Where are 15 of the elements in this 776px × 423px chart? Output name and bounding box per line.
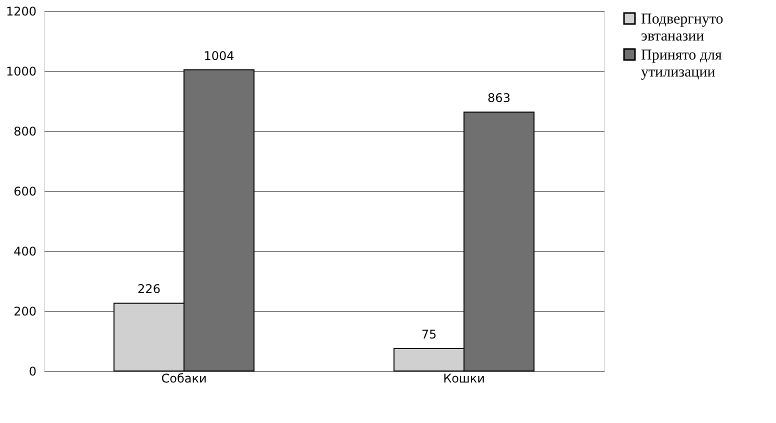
x-tick-label: Кошки	[443, 372, 485, 386]
data-label: 863	[488, 91, 510, 106]
y-tick-label: 1200	[6, 4, 36, 18]
data-label: 1004	[204, 48, 234, 63]
y-tick-label: 1000	[6, 64, 36, 78]
y-tick-label: 0	[28, 364, 36, 378]
x-tick-label: Собаки	[161, 372, 207, 386]
y-tick-label: 400	[14, 244, 36, 258]
y-tick-label: 800	[14, 124, 36, 138]
legend-label: Подвергнуто эвтаназии	[641, 12, 724, 44]
y-tick-label: 200	[14, 304, 36, 318]
data-label: 75	[421, 328, 437, 342]
y-tick-label: 600	[14, 184, 36, 198]
legend-label: Принято для утилизации	[641, 48, 722, 80]
data-label: 226	[138, 282, 160, 296]
